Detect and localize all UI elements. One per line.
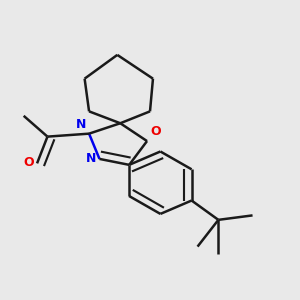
Text: N: N [85, 152, 96, 165]
Text: O: O [23, 156, 34, 169]
Text: N: N [76, 118, 87, 131]
Text: O: O [151, 125, 161, 138]
